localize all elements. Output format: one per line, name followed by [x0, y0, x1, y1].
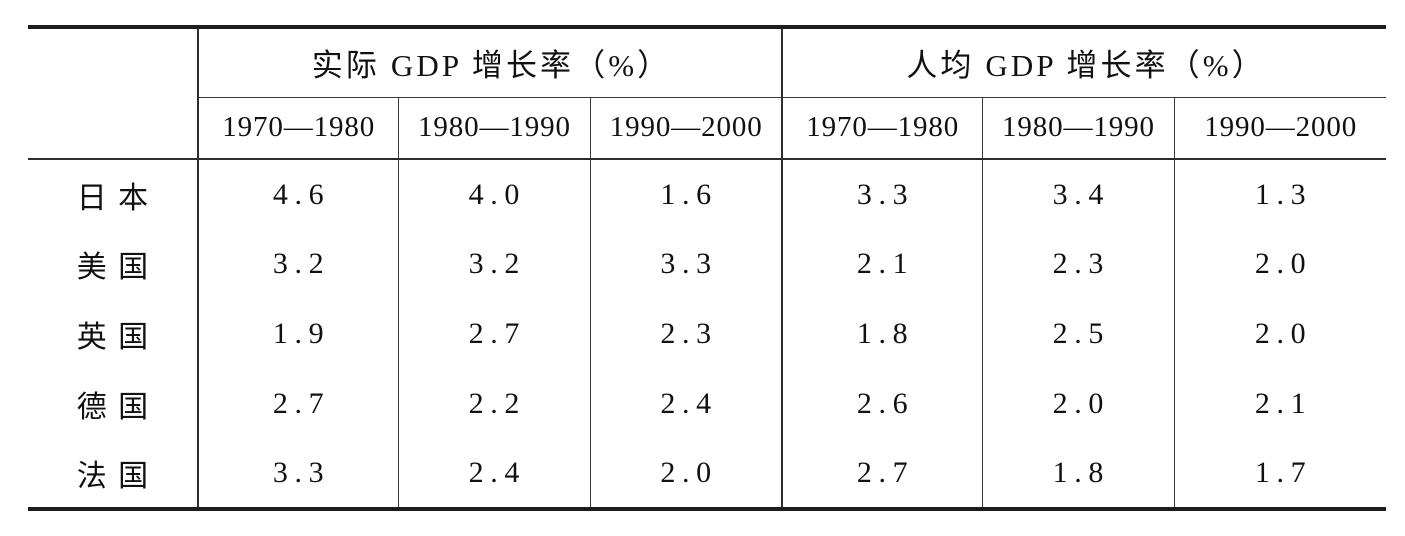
country-cell: 德国 — [28, 369, 199, 439]
value-cell: 1.8 — [781, 299, 982, 369]
table-row-usa: 美国 3.2 3.2 3.3 2.1 2.3 2.0 — [28, 229, 1387, 299]
period-header-row: 1970—1980 1980—1990 1990—2000 1970—1980 … — [28, 97, 1387, 159]
value-cell: 2.7 — [272, 387, 331, 420]
gdp-growth-table-container: 实际 GDP 增长率（%） 人均 GDP 增长率（%） 1970—1980 19… — [28, 25, 1387, 511]
value-cell: 2.3 — [589, 299, 782, 369]
value-cell: 2.3 — [981, 229, 1174, 299]
value-cell: 2.0 — [1173, 229, 1387, 299]
group-header-per-capita-gdp-label: 人均 GDP 增长率（%） — [906, 48, 1266, 84]
value-cell: 1.9 — [272, 317, 331, 350]
value-cell: 2.4 — [589, 369, 782, 439]
table-row-uk: 英国 1.9 2.7 2.3 1.8 2.5 2.0 — [28, 299, 1387, 369]
value-cell: 2.4 — [397, 439, 590, 509]
value-cell: 2.0 — [1173, 299, 1387, 369]
group-header-per-capita-gdp: 人均 GDP 增长率（%） — [780, 27, 1387, 98]
value-cell: 2.5 — [981, 299, 1174, 369]
value-cell: 3.2 — [272, 247, 331, 280]
value-cell: 2.1 — [1173, 369, 1387, 439]
period-header-percap-1990-2000: 1990—2000 — [1173, 97, 1387, 159]
country-cell: 美国 — [28, 229, 199, 299]
value-cell: 1.3 — [1173, 158, 1387, 229]
gdp-growth-table: 实际 GDP 增长率（%） 人均 GDP 增长率（%） 1970—1980 19… — [28, 25, 1387, 511]
value-cell: 2.1 — [781, 229, 982, 299]
value-cell: 3.4 — [981, 158, 1174, 229]
stub-cell — [28, 27, 199, 159]
table-row-germany: 德国 2.7 2.2 2.4 2.6 2.0 2.1 — [28, 369, 1387, 439]
country-cell: 法国 — [28, 439, 199, 509]
group-header-real-gdp: 实际 GDP 增长率（%） — [198, 27, 782, 98]
group-header-row: 实际 GDP 增长率（%） 人均 GDP 增长率（%） — [28, 27, 1387, 159]
table-row-japan: 日本 4.6 4.0 1.6 3.3 3.4 1.3 — [28, 158, 1387, 229]
value-cell: 2.0 — [981, 369, 1174, 439]
value-cell: 3.3 — [781, 158, 982, 229]
value-cell: 3.3 — [272, 456, 331, 489]
period-header-percap-1980-1990: 1980—1990 — [981, 97, 1174, 159]
value-cell: 2.7 — [397, 299, 590, 369]
table-row-france: 法国 3.3 2.4 2.0 2.7 1.8 1.7 — [28, 439, 1387, 509]
value-cell: 2.6 — [781, 369, 982, 439]
period-header-real-1970-1980: 1970—1980 — [197, 97, 398, 159]
group-header-real-gdp-label: 实际 GDP 增长率（%） — [311, 48, 672, 84]
country-cell: 英国 — [28, 299, 199, 369]
country-cell: 日本 — [28, 158, 199, 229]
value-cell: 1.6 — [589, 158, 782, 229]
value-cell: 1.7 — [1173, 439, 1387, 509]
value-cell: 4.0 — [397, 158, 590, 229]
value-cell: 2.7 — [781, 439, 982, 509]
value-cell: 2.0 — [589, 439, 782, 509]
period-header-real-1980-1990: 1980—1990 — [397, 97, 590, 159]
period-header-real-1990-2000: 1990—2000 — [589, 97, 782, 159]
value-cell: 2.2 — [397, 369, 590, 439]
value-cell: 3.2 — [397, 229, 590, 299]
value-cell: 3.3 — [589, 229, 782, 299]
value-cell: 4.6 — [198, 158, 398, 229]
period-header-percap-1970-1980: 1970—1980 — [781, 97, 982, 159]
value-cell: 1.8 — [981, 439, 1174, 509]
